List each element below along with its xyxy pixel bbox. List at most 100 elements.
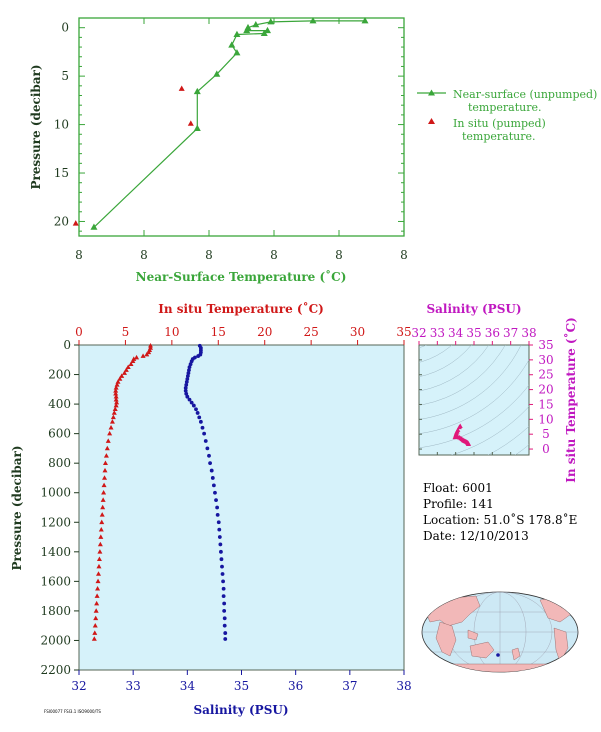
profile-y-tick-label: 600 — [48, 427, 71, 441]
salinity-point — [191, 403, 196, 408]
ts-x-tick-label: 34 — [448, 326, 464, 340]
profile-y-tick-label: 1800 — [40, 604, 71, 618]
profile-y-tick-label: 2200 — [40, 663, 71, 677]
temperature-point — [144, 351, 150, 357]
temperature-point — [100, 497, 106, 502]
temperature-point — [103, 453, 109, 458]
temperature-point — [111, 410, 117, 415]
temperature-point — [102, 467, 108, 473]
location: Location: 51.0˚S 178.8˚E — [423, 512, 577, 527]
temperature-point — [99, 512, 105, 517]
salinity-point — [221, 586, 226, 591]
ts-y-tick-label: 20 — [538, 383, 553, 397]
temperature-tick-label: 30 — [350, 325, 365, 339]
temperature-tick-label: 5 — [122, 325, 130, 339]
salinity-point — [202, 431, 207, 436]
salinity-tick-label: 36 — [288, 679, 303, 693]
ts-y-tick-label: 5 — [542, 427, 550, 441]
top-x-axis-label: Near-Surface Temperature (˚C) — [136, 269, 347, 284]
profile-y-tick-label: 0 — [63, 338, 71, 352]
pumped-point — [178, 85, 185, 91]
profile-y-tick-label: 2000 — [40, 633, 71, 647]
top-y-ticks: 0 5 10 15 20 — [54, 21, 404, 232]
ts-x-ticks: 32 33 34 35 36 37 38 — [411, 326, 537, 455]
salinity-point — [220, 564, 224, 569]
temperature-tick-label: 20 — [257, 325, 272, 339]
salinity-point — [187, 397, 192, 402]
unpumped-point — [193, 124, 201, 131]
ts-y-tick-label: 25 — [538, 368, 553, 382]
salinity-tick-label: 38 — [396, 679, 411, 693]
density-contour — [399, 285, 423, 309]
temperature-point — [110, 414, 116, 420]
salinity-point — [217, 535, 222, 539]
salinity-point — [214, 498, 218, 503]
salinity-point — [218, 542, 223, 547]
ts-x-axis-label: Salinity (PSU) — [426, 302, 521, 316]
temperature-point — [101, 482, 107, 488]
temperature-point — [107, 430, 113, 436]
ts-point — [466, 441, 471, 446]
unpumped-point — [228, 41, 236, 48]
profile-plot: 0200400600800100012001400160018002000220… — [10, 301, 412, 717]
temperature-point — [125, 364, 131, 369]
salinity-point — [216, 520, 221, 525]
salinity-tick-label: 33 — [126, 679, 141, 693]
salinity-point — [188, 362, 193, 367]
unpumped-point — [267, 18, 275, 25]
temperature-point — [113, 396, 119, 402]
salinity-point — [185, 377, 190, 381]
profile-y-tick-label: 800 — [48, 456, 71, 470]
density-contour — [419, 359, 529, 434]
temperature-point — [101, 490, 107, 495]
salinity-profile — [183, 343, 228, 641]
salinity-point — [200, 425, 205, 430]
density-contour — [419, 345, 472, 378]
salinity-point — [183, 385, 188, 390]
ts-x-tick-label: 33 — [430, 326, 445, 340]
temperature-point — [112, 406, 118, 412]
pumped-point — [72, 220, 79, 226]
legend-unpumped-line2: temperature. — [468, 101, 542, 114]
salinity-point — [221, 579, 225, 584]
temperature-point — [92, 630, 98, 635]
ts-x-tick-label: 35 — [466, 326, 481, 340]
top-x-tick-label: 8 — [205, 248, 213, 262]
unpumped-temperature-markers — [90, 17, 369, 230]
top-plot-frame — [78, 17, 405, 237]
profile-plot-frame — [78, 344, 405, 671]
ts-diagram-frame — [418, 344, 530, 456]
profile-y-tick-label: 1200 — [40, 515, 71, 529]
float-location-marker — [496, 653, 500, 657]
unpumped-point — [264, 26, 271, 34]
unpumped-point — [213, 70, 221, 77]
temperature-point — [96, 563, 102, 569]
salinity-point — [222, 623, 227, 628]
profile-y-axis-label: Pressure (decibar) — [10, 445, 24, 570]
temperature-axis-ticks: 0 5 10 15 20 25 30 35 — [75, 325, 412, 345]
temperature-point — [105, 438, 111, 443]
top-y-tick-label: 0 — [61, 21, 69, 35]
temperature-tick-label: 10 — [164, 325, 179, 339]
salinity-tick-label: 32 — [71, 679, 86, 693]
temperature-point — [119, 373, 125, 378]
salinity-point — [219, 549, 223, 554]
temperature-point — [113, 385, 119, 390]
salinity-point — [222, 609, 227, 613]
temperature-point — [114, 382, 120, 387]
density-contour — [450, 406, 529, 455]
top-y-tick-label: 15 — [54, 166, 69, 180]
unpumped-point — [233, 49, 241, 56]
temperature-point — [113, 388, 119, 393]
top-x-ticks: 8 8 8 8 8 8 — [75, 18, 408, 262]
temperature-point — [122, 370, 127, 375]
top-x-tick-label: 8 — [270, 248, 278, 262]
footer-code: FSI00077 FSI3.1 ISO9000/TS — [44, 709, 101, 714]
top-y-axis-label: Pressure (decibar) — [29, 64, 43, 189]
top-y-tick-label: 10 — [54, 118, 69, 132]
temperature-point — [94, 600, 100, 606]
float-id: Float: 6001 — [423, 481, 493, 495]
salinity-point — [221, 594, 226, 599]
top-y-tick-label: 5 — [61, 69, 69, 83]
